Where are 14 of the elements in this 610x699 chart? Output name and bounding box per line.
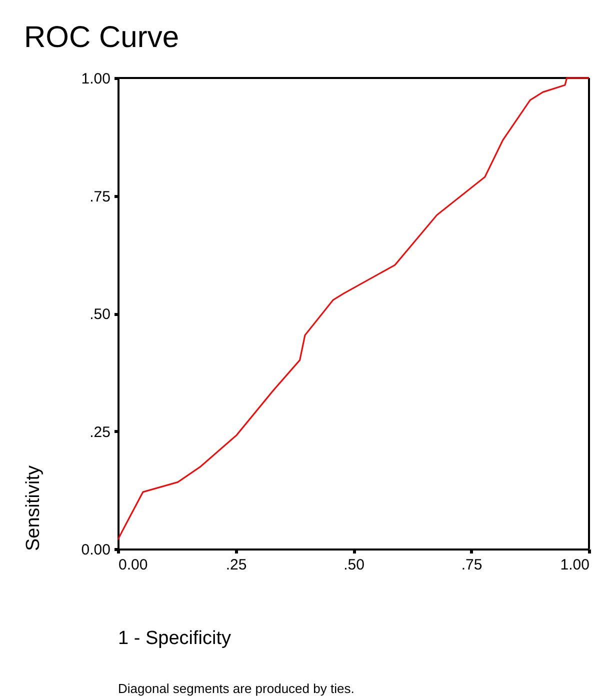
y-tick-label: .50 [90, 306, 110, 323]
y-tick-label: 1.00 [81, 70, 110, 88]
y-tick-label: 0.00 [81, 542, 110, 558]
x-tick-label: .50 [344, 556, 364, 574]
y-axis-title: Sensitivity [23, 464, 44, 551]
x-tick-label: 1.00 [560, 556, 590, 574]
text: Diagonal segments are produced by ties. [118, 681, 354, 696]
x-tick-label: .25 [226, 556, 247, 574]
y-tick-label: .25 [90, 424, 110, 441]
x-axis-title: 1 - Specificity [118, 628, 232, 649]
chart-title: ROC Curve [24, 21, 180, 54]
x-tick-label: 0.00 [118, 556, 148, 574]
x-tick-label: .75 [461, 556, 482, 574]
y-tick-label: .75 [90, 188, 110, 206]
